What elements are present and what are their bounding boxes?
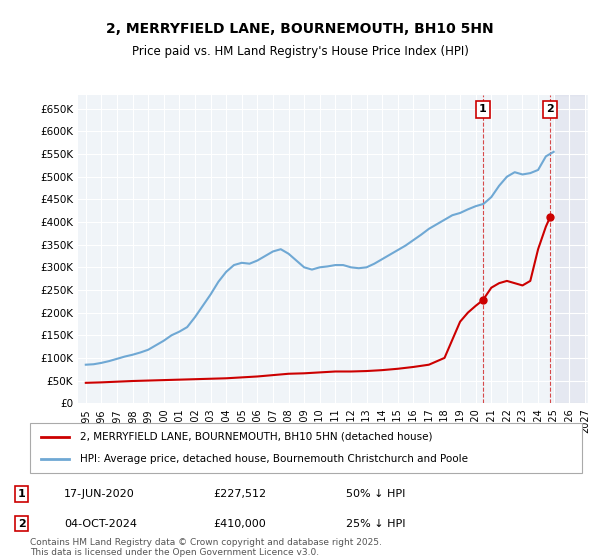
Text: Contains HM Land Registry data © Crown copyright and database right 2025.
This d: Contains HM Land Registry data © Crown c…: [30, 538, 382, 557]
Text: £227,512: £227,512: [214, 489, 267, 499]
Text: 04-OCT-2024: 04-OCT-2024: [64, 519, 137, 529]
Text: 1: 1: [479, 104, 487, 114]
Text: 2: 2: [546, 104, 554, 114]
FancyBboxPatch shape: [30, 423, 582, 473]
Text: Price paid vs. HM Land Registry's House Price Index (HPI): Price paid vs. HM Land Registry's House …: [131, 45, 469, 58]
Text: 17-JUN-2020: 17-JUN-2020: [64, 489, 134, 499]
Text: 1: 1: [18, 489, 26, 499]
Text: 25% ↓ HPI: 25% ↓ HPI: [346, 519, 406, 529]
Text: £410,000: £410,000: [214, 519, 266, 529]
Text: 2: 2: [18, 519, 26, 529]
Text: HPI: Average price, detached house, Bournemouth Christchurch and Poole: HPI: Average price, detached house, Bour…: [80, 454, 467, 464]
Text: 2, MERRYFIELD LANE, BOURNEMOUTH, BH10 5HN: 2, MERRYFIELD LANE, BOURNEMOUTH, BH10 5H…: [106, 22, 494, 36]
Bar: [554, 95, 585, 403]
Text: 50% ↓ HPI: 50% ↓ HPI: [346, 489, 406, 499]
Text: 2, MERRYFIELD LANE, BOURNEMOUTH, BH10 5HN (detached house): 2, MERRYFIELD LANE, BOURNEMOUTH, BH10 5H…: [80, 432, 432, 442]
